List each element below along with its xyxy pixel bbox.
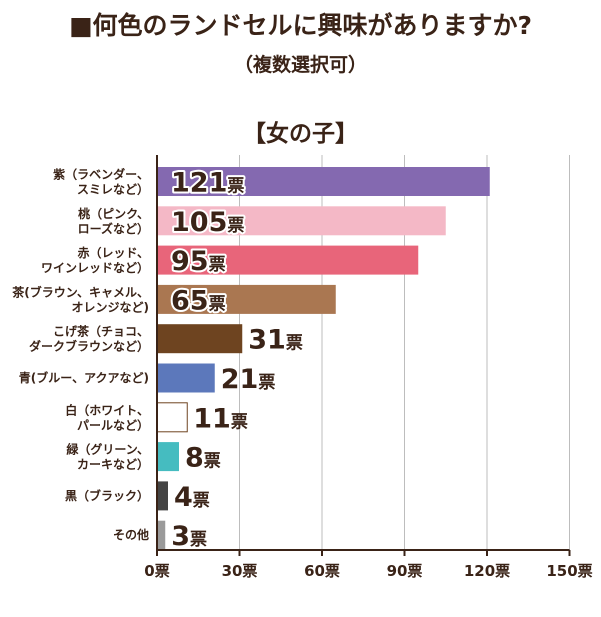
category-label: こげ茶（チョコ、ダークブラウンなど） [29,324,149,354]
chart-title: ■何色のランドセルに興味がありますか? [68,11,533,40]
bar [157,442,179,472]
x-tick-label: 30票 [222,562,258,580]
data-label: 8票 [185,443,221,474]
x-tick-label: 120票 [464,562,510,580]
bar [157,363,215,393]
x-tick-label: 60票 [304,562,340,580]
data-label: 21票 [221,364,276,395]
category-label: 赤（レッド、ワインレッドなど） [41,245,149,275]
bar [157,481,168,511]
x-tick-label: 150票 [546,562,592,580]
data-label: 95票 [171,246,226,277]
data-label: 11票 [193,403,248,434]
chart-subtitle: （複数選択可） [233,54,367,76]
category-label: 黒（ブラック） [65,488,149,503]
bar [157,167,490,196]
data-label: 65票 [171,285,226,316]
x-tick-label: 90票 [387,562,423,580]
category-label: 桃（ピンク、ローズなど） [78,206,149,236]
data-label: 105票 [171,207,244,238]
bar [157,324,243,354]
category-label: 白（ホワイト、パールなど） [65,402,149,432]
category-label: 茶(ブラウン、キャメル、オレンジなど) [11,284,149,314]
group-label: 【女の子】 [243,121,358,147]
data-label: 31票 [248,325,303,356]
bar [157,284,336,314]
bar [156,402,188,433]
data-label: 3票 [171,521,207,552]
data-label: 4票 [174,482,210,513]
bar [157,206,446,236]
category-label: 紫（ラベンダー、スミレなど） [53,167,149,197]
bar [157,245,419,275]
category-label: 緑（グリーン、カーキなど） [66,442,149,472]
category-label: 青(ブルー、アクアなど) [19,370,149,385]
data-label: 121票 [171,168,244,199]
category-label: その他 [113,527,149,542]
x-tick-label: 0票 [144,562,169,580]
bar [157,520,166,550]
